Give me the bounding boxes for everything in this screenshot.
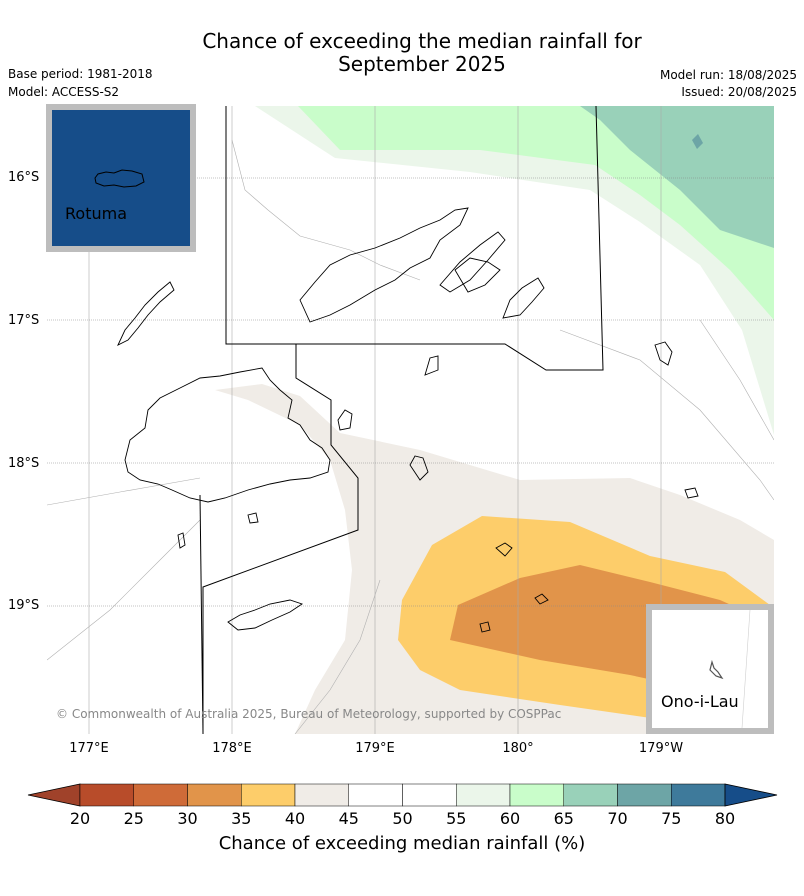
model-run: Model run: 18/08/2025	[659, 68, 797, 82]
map-title: Chance of exceeding the median rainfall …	[0, 30, 804, 76]
colorbar-segment-20-25	[79, 783, 134, 807]
colorbar-tick-80: 80	[714, 809, 736, 828]
rotuma-island-shape	[94, 169, 145, 188]
colorbar-segment-40-45	[294, 783, 349, 807]
ono-i-lau-inset: Ono-i-Lau	[646, 604, 774, 734]
lon-label-178e: 178°E	[212, 741, 252, 756]
colorbar-tick-60: 60	[499, 809, 521, 828]
lau-island-9	[247, 512, 259, 524]
lau-island-7	[654, 341, 673, 366]
colorbar-tick-30: 30	[177, 809, 198, 828]
colorbar-segment-70-75	[617, 783, 672, 807]
colorbar	[27, 783, 778, 807]
lau-island-3	[409, 455, 429, 481]
colorbar-segment-35-40	[241, 783, 296, 807]
colorbar-segment-75-80	[671, 783, 726, 807]
faint-boundaries	[47, 139, 774, 734]
ono-i-lau-label: Ono-i-Lau	[661, 692, 739, 711]
colorbar-tick-25: 25	[123, 809, 144, 828]
colorbar-tick-75: 75	[661, 809, 682, 828]
colorbar-tick-45: 45	[338, 809, 359, 828]
vanua-levu	[299, 207, 469, 323]
lat-label-16s: 16°S	[8, 170, 40, 185]
lau-island-8	[684, 487, 699, 499]
rotuma-inset: Rotuma	[46, 104, 196, 252]
colorbar-segment-50-55	[402, 783, 457, 807]
colorbar-extend-low	[27, 783, 81, 807]
colorbar-segment-30-35	[187, 783, 242, 807]
lau-island-2	[337, 409, 353, 431]
probability-zone-70-75	[692, 134, 703, 149]
probability-zone-65-70	[580, 106, 774, 248]
colorbar-extend-high	[724, 783, 778, 807]
colorbar-label: Chance of exceeding median rainfall (%)	[218, 833, 586, 854]
lau-island-1	[424, 355, 439, 376]
yasawa	[117, 281, 175, 346]
lakeba	[502, 277, 545, 319]
admin-boundaries	[199, 106, 604, 734]
taveuni	[439, 231, 506, 293]
colorbar-segment-25-30	[133, 783, 188, 807]
colorbar-tick-20: 20	[69, 809, 91, 828]
colorbar-tick-35: 35	[231, 809, 252, 828]
colorbar-segment-45-50	[348, 783, 403, 807]
lon-label-179e: 179°E	[355, 741, 395, 756]
kadavu	[227, 599, 304, 631]
lon-label-180: 180°	[502, 741, 534, 756]
colorbar-tick-70: 70	[607, 809, 628, 828]
title-line-2: September 2025	[338, 52, 506, 76]
issued-date: Issued: 20/08/2025	[681, 85, 797, 99]
islands	[89, 167, 699, 633]
colorbar-segment-55-60	[456, 783, 511, 807]
colorbar-segment-60-65	[509, 783, 564, 807]
lat-label-18s: 18°S	[8, 456, 40, 471]
vanua-levu-east	[454, 257, 501, 293]
lau-island-10	[177, 532, 186, 549]
rotuma-label: Rotuma	[65, 204, 127, 223]
colorbar-tick-55: 55	[446, 809, 467, 828]
colorbar-tick-40: 40	[284, 809, 306, 828]
lon-label-177e: 177°E	[69, 741, 109, 756]
lat-label-19s: 19°S	[8, 598, 40, 613]
lon-label-179w: 179°W	[638, 741, 684, 756]
lau-island-6	[479, 621, 491, 633]
lau-island-5	[534, 593, 549, 605]
colorbar-tick-50: 50	[392, 809, 413, 828]
ono-i-lau-island-shape	[709, 610, 751, 728]
viti-levu	[124, 367, 331, 503]
colorbar-tick-65: 65	[553, 809, 574, 828]
title-line-1: Chance of exceeding the median rainfall …	[202, 29, 642, 53]
base-period: Base period: 1981-2018	[8, 67, 153, 81]
lat-label-17s: 17°S	[8, 313, 40, 328]
copyright-notice: © Commonwealth of Australia 2025, Bureau…	[56, 707, 562, 721]
lau-island-4	[495, 542, 513, 557]
colorbar-segment-65-70	[563, 783, 618, 807]
model-name: Model: ACCESS-S2	[8, 85, 120, 99]
